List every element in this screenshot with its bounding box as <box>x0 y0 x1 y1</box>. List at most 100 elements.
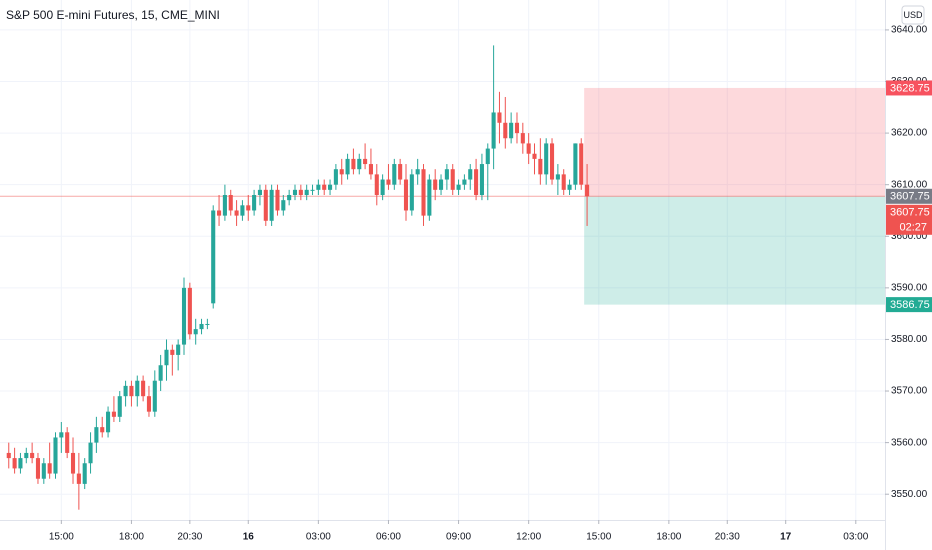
candle-body <box>380 179 385 195</box>
candle-body <box>456 184 461 190</box>
candle-body <box>310 189 315 191</box>
candle-body <box>106 411 111 433</box>
candle-body <box>94 427 99 443</box>
candle-body <box>47 463 52 474</box>
candle-body <box>544 143 549 175</box>
candle-body <box>374 174 379 195</box>
last-price-tag <box>886 204 932 235</box>
candle-body <box>573 143 578 185</box>
candle-body <box>129 385 134 397</box>
x-tick-label: 03:00 <box>843 532 868 543</box>
x-tick-label: 16 <box>243 532 255 543</box>
y-tick-label: 3560.00 <box>891 437 928 448</box>
candle-body <box>392 164 397 185</box>
candle-body <box>409 174 414 211</box>
candle-body <box>292 189 298 195</box>
x-tick-label: 20:30 <box>715 532 740 543</box>
candle-body <box>281 200 286 211</box>
candle-body <box>234 210 239 216</box>
candle-body <box>193 329 198 335</box>
candle-body <box>269 189 274 221</box>
candle-body <box>357 158 362 170</box>
candle-body <box>485 148 490 165</box>
countdown-label: 02:27 <box>899 222 927 234</box>
stop-zone <box>584 87 885 197</box>
candle-body <box>298 189 303 195</box>
last-price-tag-label: 3607.75 <box>890 207 930 219</box>
y-tick-label: 3590.00 <box>891 282 928 293</box>
plot <box>0 45 885 510</box>
candle-body <box>146 396 152 412</box>
candle-body <box>246 205 251 211</box>
candle-body <box>275 189 280 211</box>
y-tick-label: 3600.00 <box>891 231 928 242</box>
candle-body <box>59 432 64 438</box>
candle-body <box>555 174 560 180</box>
candle-body <box>158 365 163 381</box>
candle-body <box>538 158 543 175</box>
y-tick-label: 3570.00 <box>891 386 928 397</box>
x-tick-label: 15:00 <box>49 532 74 543</box>
candle-body <box>403 179 409 211</box>
candle-body <box>164 349 169 366</box>
candle-body <box>503 122 508 139</box>
candle-body <box>514 122 520 134</box>
candle-body <box>474 169 479 195</box>
currency-label[interactable]: USD <box>903 10 923 20</box>
stop-tag-label: 3628.75 <box>890 82 930 94</box>
y-tick-label: 3640.00 <box>891 25 928 36</box>
candle-body <box>549 143 555 180</box>
candle-body <box>468 169 473 180</box>
x-tick-label: 15:00 <box>586 532 611 543</box>
candle-body <box>561 174 566 190</box>
candle-body <box>18 458 23 469</box>
target-tag <box>886 297 932 313</box>
candle-body <box>205 323 210 325</box>
candle-body <box>252 195 257 211</box>
entry-tag <box>886 188 932 204</box>
candle-body <box>117 396 122 417</box>
target-tag-label: 3586.75 <box>890 299 930 311</box>
candle-body <box>567 184 572 190</box>
candle-body <box>304 189 309 195</box>
candle-body <box>491 112 496 149</box>
candle-body <box>287 195 292 201</box>
x-tick-label: 20:30 <box>177 532 202 543</box>
candle-body <box>24 452 29 459</box>
candle-body <box>532 153 537 159</box>
candle-body <box>123 385 128 397</box>
candle-body <box>427 179 432 216</box>
candle-body <box>111 411 116 417</box>
candle-body <box>41 463 46 479</box>
candle-body <box>199 323 204 330</box>
y-tick-label: 3550.00 <box>891 489 928 500</box>
candle-body <box>228 195 233 211</box>
candle-body <box>12 458 17 469</box>
candle-body <box>579 143 584 185</box>
candle-body <box>88 442 93 464</box>
candle-body <box>322 184 327 190</box>
chart-title: S&P 500 E-mini Futures, 15, CME_MINI <box>6 8 220 22</box>
y-tick-label: 3610.00 <box>891 179 928 190</box>
x-tick-label: 03:00 <box>306 532 331 543</box>
candle-body <box>363 158 368 165</box>
candle-body <box>585 184 590 197</box>
candle-body <box>176 344 181 355</box>
candle-body <box>462 179 467 185</box>
candle-body <box>438 179 444 190</box>
candle-body <box>70 452 76 474</box>
currency-button[interactable] <box>901 5 925 25</box>
candle-body <box>263 189 268 221</box>
candle-body <box>53 437 58 474</box>
candle-body <box>141 380 146 397</box>
candle-body <box>444 169 449 180</box>
x-tick-label: 18:00 <box>119 532 144 543</box>
y-tick-label: 3620.00 <box>891 128 928 139</box>
candle-body <box>328 184 333 190</box>
x-tick-label: 17 <box>780 532 792 543</box>
candle-body <box>211 210 216 304</box>
candle-body <box>240 205 245 216</box>
candle-body <box>82 463 87 484</box>
